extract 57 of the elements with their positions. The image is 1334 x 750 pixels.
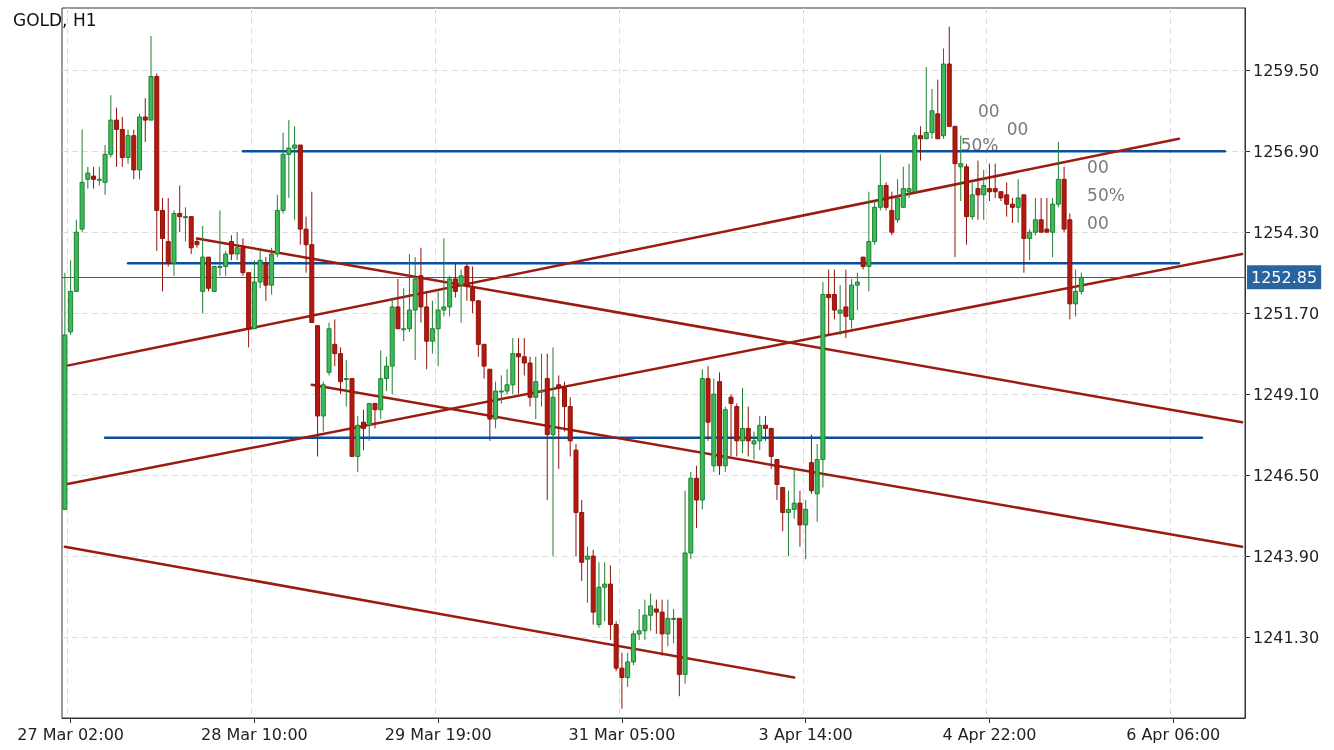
candlestick [584,546,590,604]
candlestick [85,166,91,190]
y-tick-label: 1249.10 [1253,384,1320,404]
candlestick [837,284,843,336]
candlestick [728,393,734,457]
x-tick-label: 4 Apr 22:00 [942,724,1037,744]
candlestick [372,402,378,429]
x-tick-label: 3 Apr 14:00 [758,724,853,744]
x-tick-label: 29 Mar 19:00 [384,724,492,744]
annotation: 50% [1087,184,1125,205]
annotation: 00 [977,100,1000,121]
candlestick [740,387,746,454]
candlestick [395,278,401,330]
candlestick [142,97,148,143]
candlestick [458,269,464,324]
candlestick [91,166,97,190]
candlestick [889,191,895,236]
candlestick [1015,178,1021,224]
candlestick [228,234,234,261]
y-tick-label: 1241.30 [1253,627,1320,647]
candlestick [452,262,458,299]
candlestick [263,256,269,302]
candlestick [366,402,372,442]
candlestick [969,181,975,221]
candlestick [797,490,803,548]
y-tick-label: 1254.30 [1253,222,1320,242]
y-tick-label: 1246.50 [1253,465,1320,485]
candlestick [464,262,470,302]
y-tick-label: 1259.50 [1253,60,1320,80]
candlestick [981,169,987,221]
x-tick-label: 28 Mar 10:00 [200,724,308,744]
candlestick [360,409,366,451]
candlestick [165,197,171,267]
candlestick [843,269,849,339]
candlestick [182,206,188,243]
candlestick [745,406,751,457]
candlestick [918,125,924,162]
candlestick [343,359,349,408]
x-tick-label: 31 Mar 05:00 [568,724,676,744]
y-tick-label: 1256.90 [1253,141,1320,161]
candlestick [803,499,809,560]
annotation: 00 [1006,119,1029,140]
x-tick-label: 27 Mar 02:00 [17,724,125,744]
candlestick [975,160,981,221]
candlestick [234,231,240,261]
x-tick-label: 6 Apr 06:00 [1126,724,1221,744]
candlestick [177,185,183,233]
chart-title: GOLD, H1 [13,9,97,30]
y-tick-label: 1251.70 [1253,303,1320,323]
candlestick [125,128,131,165]
candlestick [694,465,700,529]
ref-line-label: 1252.85 [1251,267,1318,287]
y-tick-label: 1243.90 [1253,546,1320,566]
candlestick [883,181,889,211]
annotation: 00 [1087,156,1109,177]
candlestick [958,135,964,202]
annotation: 00 [1087,212,1109,233]
